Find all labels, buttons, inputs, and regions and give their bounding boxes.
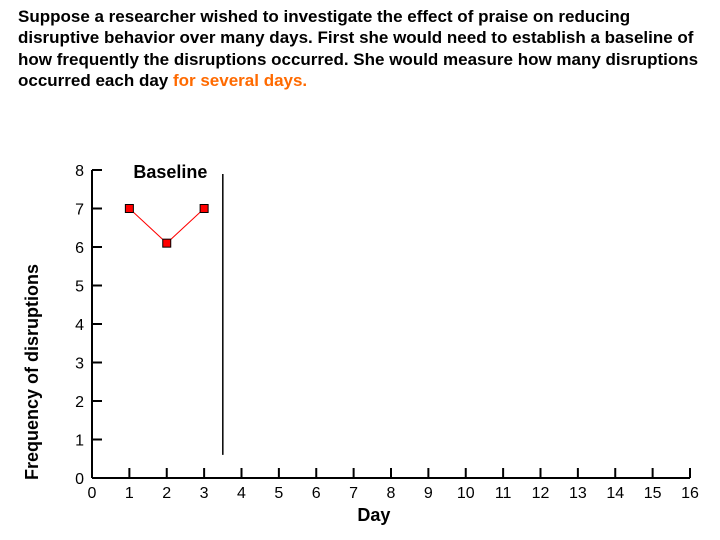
x-axis-label: Day [357, 505, 390, 526]
x-tick-label: 13 [569, 485, 587, 502]
y-tick-label: 0 [75, 471, 84, 488]
y-axis-label: Frequency of disruptions [22, 264, 43, 480]
paragraph-highlight: for several days. [173, 71, 307, 90]
x-tick-label: 11 [495, 485, 512, 502]
chart-svg: 012345678012345678910111213141516Baselin… [20, 160, 700, 520]
x-tick-label: 10 [457, 485, 475, 502]
x-tick-label: 1 [125, 485, 134, 502]
y-tick-label: 7 [75, 202, 84, 219]
y-tick-label: 4 [75, 317, 84, 334]
y-tick-label: 5 [75, 279, 84, 296]
x-tick-label: 16 [681, 485, 699, 502]
data-marker [200, 205, 208, 213]
y-tick-label: 8 [75, 163, 84, 180]
x-tick-label: 5 [274, 485, 283, 502]
data-marker [163, 239, 171, 247]
baseline-label: Baseline [133, 162, 207, 182]
paragraph-prefix: Suppose a researcher wished to investiga… [18, 7, 698, 90]
x-tick-label: 15 [644, 485, 662, 502]
intro-paragraph: Suppose a researcher wished to investiga… [18, 6, 708, 91]
x-tick-label: 7 [349, 485, 358, 502]
data-marker [125, 205, 133, 213]
x-tick-label: 9 [424, 485, 433, 502]
x-tick-label: 8 [387, 485, 396, 502]
x-tick-label: 12 [532, 485, 550, 502]
chart-container: Frequency of disruptions 012345678012345… [20, 160, 700, 520]
y-tick-label: 2 [75, 394, 84, 411]
y-tick-label: 6 [75, 240, 84, 257]
data-line [129, 209, 204, 244]
x-tick-label: 2 [162, 485, 171, 502]
x-tick-label: 3 [200, 485, 209, 502]
x-tick-label: 6 [312, 485, 321, 502]
x-tick-label: 14 [606, 485, 624, 502]
y-tick-label: 3 [75, 356, 84, 373]
y-tick-label: 1 [75, 433, 84, 450]
x-tick-label: 4 [237, 485, 246, 502]
x-tick-label: 0 [88, 485, 97, 502]
